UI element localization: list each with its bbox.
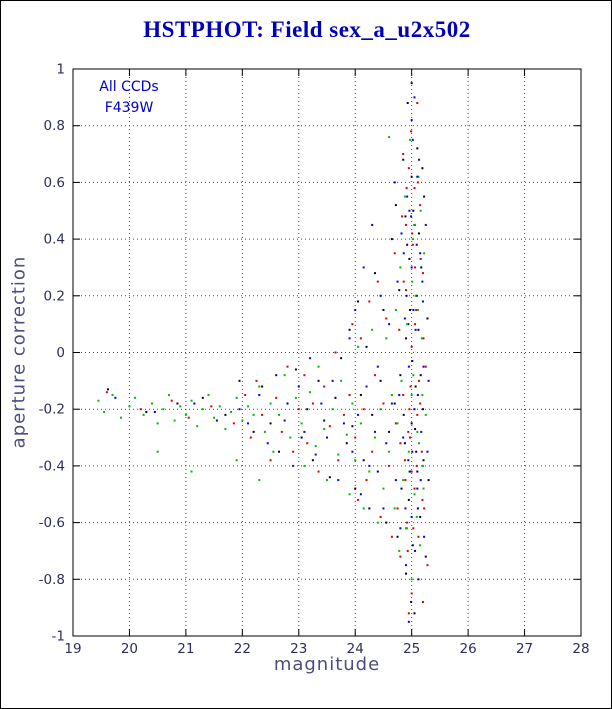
- y-axis-label: aperture correction: [8, 255, 30, 449]
- y-tick-label: -0.4: [39, 458, 65, 474]
- y-tick-label: 0.2: [44, 288, 65, 304]
- x-tick-label: 23: [290, 641, 307, 657]
- y-tick-label: 1: [56, 62, 65, 78]
- chart-title: HSTPHOT: Field sex_a_u2x502: [143, 17, 471, 42]
- y-tick-label: -0.2: [39, 402, 65, 418]
- x-tick-label: 27: [516, 641, 533, 657]
- x-tick-label: 24: [347, 641, 364, 657]
- x-tick-label: 28: [572, 641, 589, 657]
- annotation-filter-name: F439W: [104, 100, 154, 116]
- y-tick-label: 0.6: [44, 175, 65, 191]
- x-tick-label: 26: [460, 641, 477, 657]
- y-tick-label: 0: [56, 345, 65, 361]
- x-tick-label: 25: [403, 641, 420, 657]
- x-tick-label: 22: [234, 641, 251, 657]
- y-tick-label: 0.8: [44, 118, 65, 134]
- x-axis-label: magnitude: [273, 654, 381, 675]
- y-tick-label: 0.4: [44, 232, 65, 248]
- x-tick-label: 20: [121, 641, 138, 657]
- x-tick-label: 19: [64, 641, 81, 657]
- y-tick-label: -1: [52, 629, 65, 645]
- y-tick-label: -0.8: [39, 572, 65, 588]
- annotation-ccd-selection: All CCDs: [99, 79, 159, 95]
- x-tick-label: 21: [177, 641, 194, 657]
- y-tick-label: -0.6: [39, 515, 65, 531]
- plot-annotation: All CCDs F439W: [85, 77, 173, 119]
